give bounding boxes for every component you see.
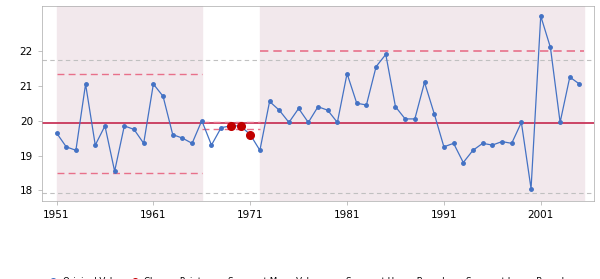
Bar bbox=[260, 6, 584, 201]
Bar bbox=[56, 6, 202, 201]
